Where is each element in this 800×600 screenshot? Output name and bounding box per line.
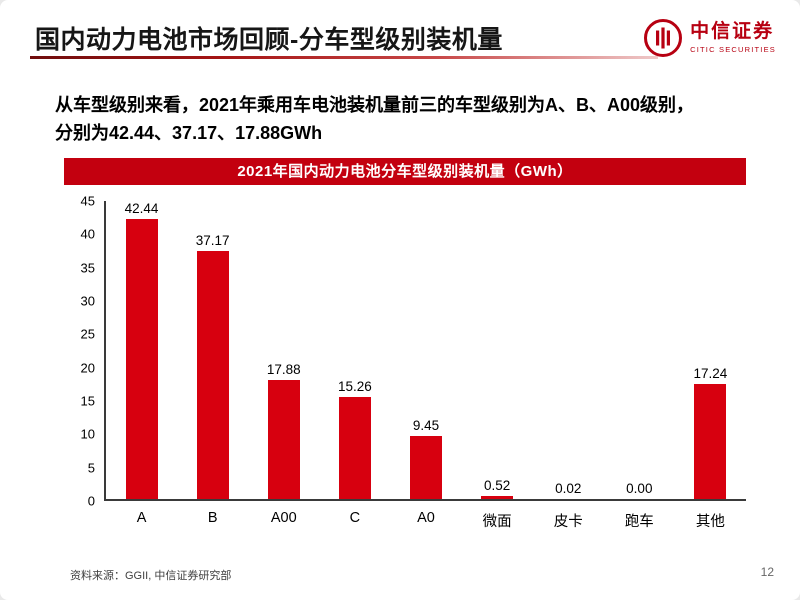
bar-col-A0: 9.45 [390,201,461,499]
title-underline [30,56,658,59]
citic-logo-icon [644,19,683,57]
x-tick-label: B [207,510,218,526]
bar-value-label: 37.17 [195,233,230,248]
chart-plot-row: 0 5 10 15 20 25 30 35 40 45 42.44 37.17 17.88 15.26 9… [64,194,746,531]
bar-value-label: 15.26 [337,379,372,394]
x-tick-label: 微面 [482,514,512,530]
y-tick-label: 45 [80,193,95,209]
bar-col-B: 37.17 [177,201,248,499]
bar [481,496,514,499]
y-tick-label: 40 [80,226,95,242]
x-tick-label: C [349,510,361,526]
y-tick-label: 5 [87,460,95,476]
y-tick-label: 20 [80,360,95,376]
bar [267,380,300,499]
bar-value-label: 0.52 [483,478,511,493]
bar-value-label: 0.00 [626,481,653,496]
bar-col-A: 42.44 [106,201,177,499]
bar [338,397,371,499]
bar-value-label: 17.88 [266,362,301,377]
citic-logo-text: 中信证券 CITIC SECURITIES [690,21,776,54]
plot-area: 42.44 37.17 17.88 15.26 9.45 0.52 0.02 0.00 17.2… [104,201,746,501]
y-tick-label: 15 [80,393,95,409]
page-title: 国内动力电池市场回顾-分车型级别装机量 [35,26,503,54]
bar-col-微面: 0.52 [462,201,533,499]
citic-logo: 中信证券 CITIC SECURITIES [643,18,776,58]
logo-name-en: CITIC SECURITIES [690,44,776,54]
x-tick-label: A00 [270,510,297,526]
bar-col-皮卡: 0.02 [533,201,604,499]
summary-text: 从车型级别来看，2021年乘用车电池装机量前三的车型级别为A、B、A00级别， … [55,92,755,148]
page-number: 12 [760,565,774,579]
summary-line-2: 分别为42.44、37.17、17.88GWh [55,122,323,143]
bar [409,436,442,499]
bar [196,251,229,499]
bar-value-label: 17.24 [693,366,728,381]
x-tick-label: A0 [417,510,435,526]
x-tick-label: 皮卡 [553,514,583,530]
y-tick-label: 10 [80,426,95,442]
x-tick-label: 跑车 [624,514,654,530]
bar-value-label: 0.02 [555,481,582,496]
bar-col-C: 15.26 [319,201,390,499]
summary-line-1: 从车型级别来看，2021年乘用车电池装机量前三的车型级别为A、B、A00级别， [55,95,695,115]
y-tick-label: 30 [80,293,95,309]
bar-value-label: 42.44 [124,201,159,216]
y-tick-label: 35 [80,260,95,276]
bar [125,219,158,499]
logo-name-cn: 中信证券 [690,21,775,43]
plot-and-labels: 42.44 37.17 17.88 15.26 9.45 0.52 0.02 0.00 17.2… [104,201,746,531]
bar [694,384,727,499]
bar-col-其他: 17.24 [675,201,746,499]
bar-col-A00: 17.88 [248,201,319,499]
bar-chart: 2021年国内动力电池分车型级别装机量（GWh） 0 5 10 15 20 25 30 35 4… [64,158,746,550]
x-axis-labels: A B A00 C A0 微面 皮卡 跑车 其他 [106,501,746,531]
bar-value-label: 9.45 [412,418,440,433]
y-axis: 0 5 10 15 20 25 30 35 40 45 [64,194,104,509]
y-tick-label: 0 [87,493,95,509]
chart-title-banner: 2021年国内动力电池分车型级别装机量（GWh） [64,158,746,185]
x-tick-label: A [136,510,147,526]
bar-col-跑车: 0.00 [604,201,675,499]
x-tick-label: 其他 [695,514,725,530]
source-note: 资料来源：GGII, 中信证券研究部 [70,570,232,582]
y-tick-label: 25 [80,326,95,342]
